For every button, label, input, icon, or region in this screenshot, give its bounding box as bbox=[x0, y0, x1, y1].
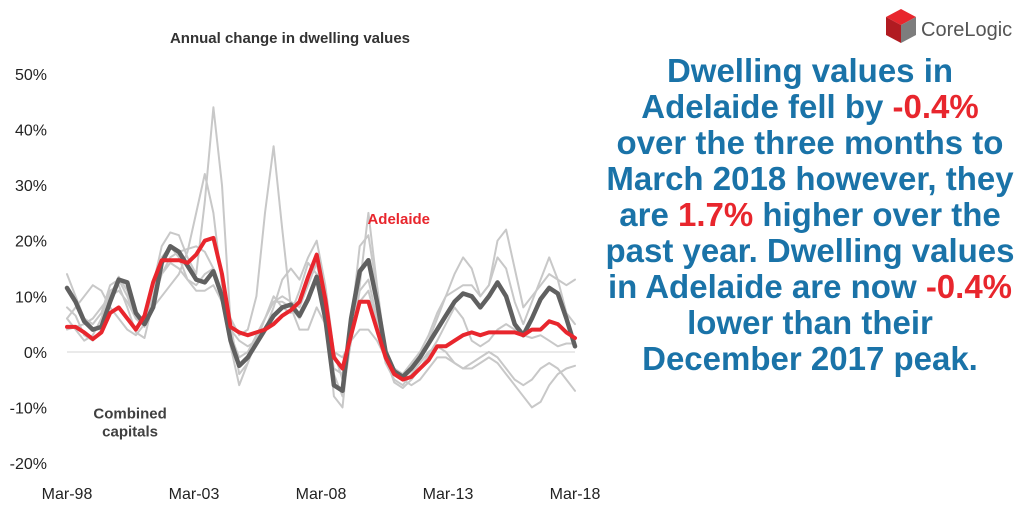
headline-highlight-annual: 1.7% bbox=[677, 196, 754, 233]
corelogic-logo: CoreLogic bbox=[884, 5, 1020, 51]
y-axis: -20% -10% 0% 10% 20% 30% 40% 50% bbox=[10, 67, 47, 473]
annotations: Adelaide Combined capitals bbox=[93, 211, 430, 440]
y-tick-label: 0% bbox=[24, 345, 47, 362]
series-line-adelaide bbox=[65, 235, 577, 382]
x-tick-label: Mar-03 bbox=[169, 486, 220, 503]
chart-title: Annual change in dwelling values bbox=[169, 30, 411, 47]
x-tick-label: Mar-13 bbox=[423, 486, 474, 503]
y-tick-label: 30% bbox=[15, 178, 47, 195]
annotation-adelaide: Adelaide bbox=[367, 211, 430, 228]
headline-highlight-three-month: -0.4% bbox=[892, 88, 979, 125]
headline-highlight-peak: -0.4% bbox=[925, 268, 1013, 305]
annotation-combined-capitals: Combined capitals bbox=[93, 406, 166, 441]
headline-text-part: Dwelling values in Adelaide fell by bbox=[641, 52, 954, 125]
headline-text: Dwelling values in Adelaide fell by -0.4… bbox=[604, 53, 1016, 377]
headline-text-part: over the three months to March 2018 howe… bbox=[606, 124, 1014, 233]
x-tick-label: Mar-98 bbox=[42, 486, 93, 503]
line-chart: -20%-10%0%10%20%30%40%50% Mar-98 Mar-03 Ma… bbox=[10, 67, 601, 503]
series-lines bbox=[64, 106, 578, 409]
y-tick-label: 20% bbox=[15, 234, 47, 251]
corelogic-cube-icon bbox=[886, 9, 916, 43]
x-tick-label: Mar-18 bbox=[550, 486, 601, 503]
y-tick-label: 10% bbox=[15, 289, 47, 306]
x-axis: Mar-98 Mar-03 Mar-08 Mar-13 Mar-18 bbox=[42, 351, 601, 503]
headline-text-part: higher over the past year. Dwelling valu… bbox=[605, 196, 1015, 305]
logo-text: CoreLogic bbox=[921, 19, 1013, 41]
series-line-combined-capitals bbox=[64, 244, 578, 394]
x-tick-label: Mar-08 bbox=[296, 486, 347, 503]
headline-text-part: lower than their December 2017 peak. bbox=[642, 304, 978, 377]
y-tick-label: 50% bbox=[15, 67, 47, 84]
y-tick-label: -10% bbox=[10, 400, 47, 417]
y-tick-label: -20% bbox=[10, 456, 47, 473]
y-tick-label: 40% bbox=[15, 123, 47, 140]
series-line-other-capital bbox=[66, 106, 576, 389]
